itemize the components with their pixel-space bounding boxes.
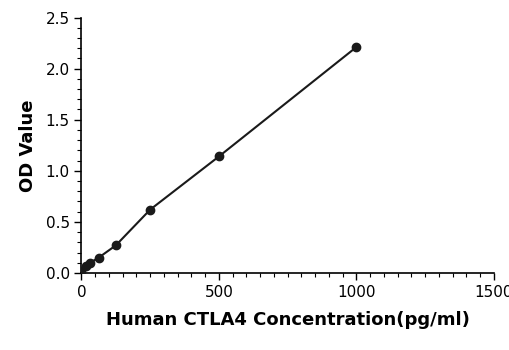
Point <box>146 207 154 212</box>
Point <box>86 260 94 266</box>
Point <box>77 268 86 274</box>
Point <box>81 263 90 269</box>
Point <box>352 44 360 50</box>
Point <box>95 255 103 260</box>
Point <box>111 243 120 248</box>
Y-axis label: OD Value: OD Value <box>19 99 37 191</box>
X-axis label: Human CTLA4 Concentration(pg/ml): Human CTLA4 Concentration(pg/ml) <box>106 311 469 329</box>
Point <box>215 154 223 159</box>
